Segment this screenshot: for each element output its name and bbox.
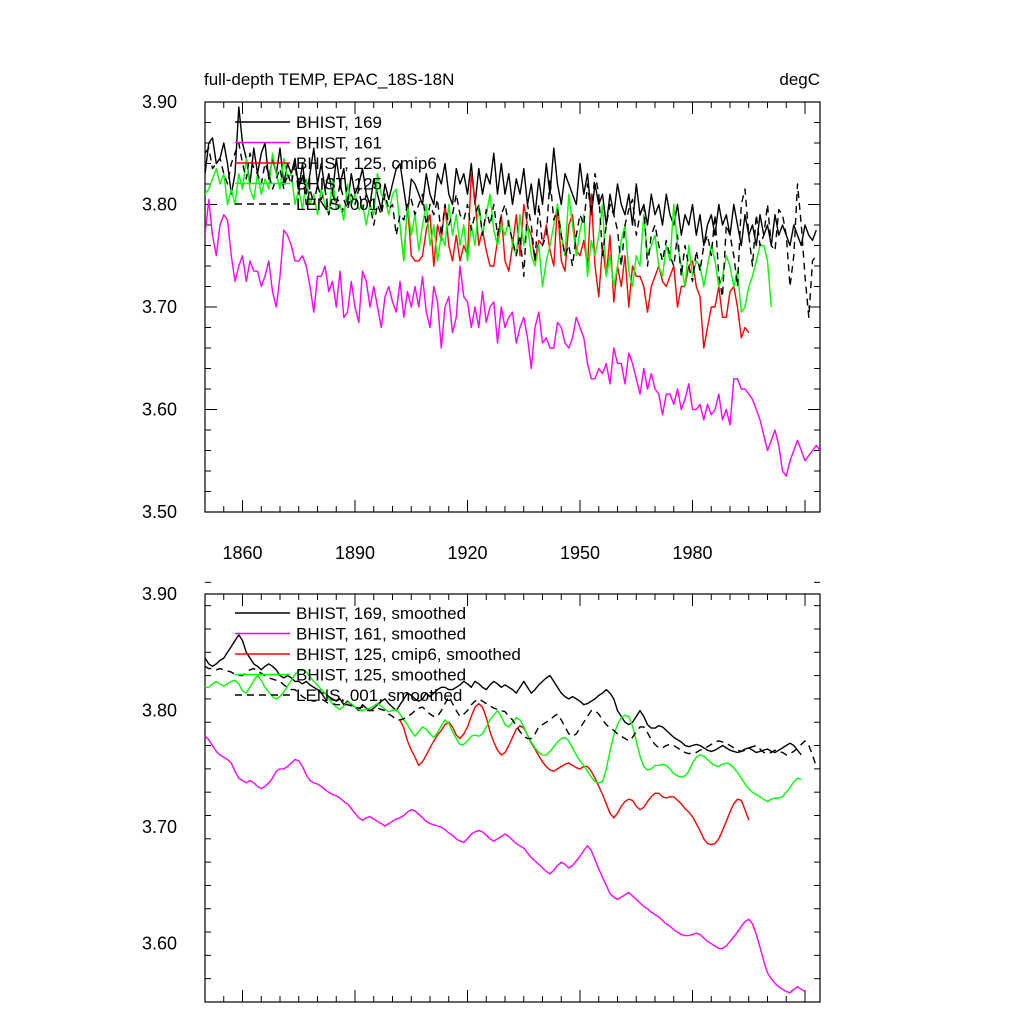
x-tick-label: 1920 xyxy=(447,543,487,563)
series-line xyxy=(205,106,817,247)
legend-label: BHIST, 161, smoothed xyxy=(296,625,466,644)
series-line xyxy=(205,142,817,318)
y-tick-label: 3.80 xyxy=(142,701,177,721)
series-lines xyxy=(205,634,817,994)
series-line xyxy=(205,634,802,756)
x-tick-label: 1980 xyxy=(672,543,712,563)
smoothed-temperature-panel: 3.60 3.70 3.80 3.90 BHIST, 169, smoothed BHIS… xyxy=(142,581,821,1003)
y-tick-label: 3.60 xyxy=(142,400,177,420)
series-line xyxy=(399,702,750,846)
legend-label: LENS, 001 xyxy=(296,195,378,214)
y-tick-label: 3.90 xyxy=(142,92,177,112)
legend-label: LENS, 001, smoothed xyxy=(296,686,462,705)
y-tick-label: 3.70 xyxy=(142,817,177,837)
x-tick-label: 1890 xyxy=(335,543,375,563)
series-line xyxy=(205,735,806,994)
legend-label: BHIST, 169, smoothed xyxy=(296,604,466,623)
legend-label: BHIST, 161 xyxy=(296,134,382,153)
plot-frame xyxy=(204,593,821,1003)
series-lines xyxy=(205,106,820,477)
legend-label: BHIST, 169 xyxy=(296,113,382,132)
units-label: degC xyxy=(779,70,820,89)
chart-title: full-depth TEMP, EPAC_18S-18N xyxy=(204,70,454,89)
series-line xyxy=(205,198,820,477)
y-tick-label: 3.80 xyxy=(142,195,177,215)
x-tick-label: 1950 xyxy=(560,543,600,563)
y-tick-label: 3.70 xyxy=(142,297,177,317)
x-tick-label: 1860 xyxy=(222,543,262,563)
y-tick-label: 3.50 xyxy=(142,502,177,522)
legend-label: BHIST, 125 xyxy=(296,175,382,194)
series-line xyxy=(205,669,802,803)
legend-label: BHIST, 125, cmip6 xyxy=(296,154,437,173)
legend-label: BHIST, 125, smoothed xyxy=(296,666,466,685)
y-tick-label: 3.90 xyxy=(142,584,177,604)
annual-temperature-panel: full-depth TEMP, EPAC_18S-18N degC 1860 1… xyxy=(142,70,821,563)
y-tick-label: 3.60 xyxy=(142,934,177,954)
legend-label: BHIST, 125, cmip6, smoothed xyxy=(296,645,521,664)
